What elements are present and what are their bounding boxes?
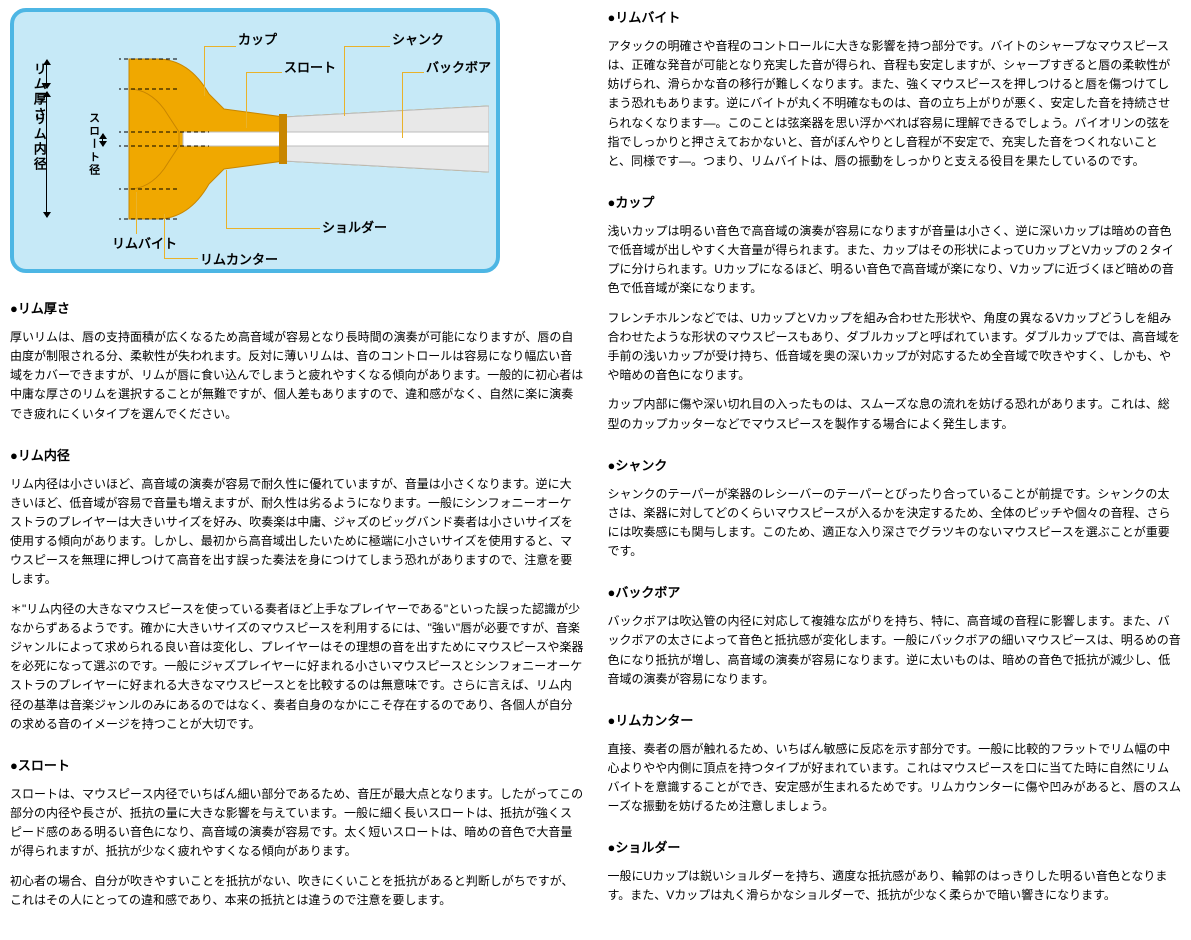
paragraph: ＊"リム内径の大きなマウスピースを使っている奏者ほど上手なプレイヤーである"とい… — [10, 600, 584, 734]
label-rim-bite: リムバイト — [112, 234, 177, 255]
paragraph: リム内径は小さいほど、高音域の演奏が容易で耐久性に優れていますが、音量は小さくな… — [10, 475, 584, 590]
paragraph: カップ内部に傷や深い切れ目の入ったものは、スムーズな息の流れを妨げる恐れがありま… — [608, 395, 1182, 433]
label-rim-counter: リムカンター — [200, 250, 278, 271]
heading: ●シャンク — [608, 456, 1182, 477]
label-shank: シャンク — [392, 30, 444, 51]
heading: ●バックボア — [608, 583, 1182, 604]
paragraph: バックボアは吹込管の内径に対応して複雑な広がりを持ち、特に、高音域の音程に影響し… — [608, 612, 1182, 689]
section-throat: ●スロート スロートは、マウスピース内径でいちばん細い部分であるため、音圧が最大… — [10, 756, 584, 910]
label-cup: カップ — [238, 30, 277, 51]
paragraph: シャンクのテーパーが楽器のレシーバーのテーパーとぴったり合っていることが前提です… — [608, 485, 1182, 562]
paragraph: フレンチホルンなどでは、UカップとVカップを組み合わせた形状や、角度の異なるVカ… — [608, 309, 1182, 386]
section-shank: ●シャンク シャンクのテーパーが楽器のレシーバーのテーパーとぴったり合っているこ… — [608, 456, 1182, 562]
section-rim-thickness: ●リム厚さ 厚いリムは、唇の支持面積が広くなるため高音域が容易となり長時間の演奏… — [10, 299, 584, 424]
section-shoulder: ●ショルダー 一般にUカップは鋭いショルダーを持ち、適度な抵抗感があり、輪郭のは… — [608, 838, 1182, 905]
paragraph: アタックの明確さや音程のコントロールに大きな影響を持つ部分です。バイトのシャープ… — [608, 37, 1182, 171]
paragraph: 浅いカップは明るい音色で高音域の演奏が容易になりますが音量は小さく、逆に深いカッ… — [608, 222, 1182, 299]
paragraph: 厚いリムは、唇の支持面積が広くなるため高音域が容易となり長時間の演奏が可能になり… — [10, 328, 584, 424]
section-cup: ●カップ 浅いカップは明るい音色で高音域の演奏が容易になりますが音量は小さく、逆… — [608, 193, 1182, 434]
heading: ●スロート — [10, 756, 584, 777]
section-rim-bite: ●リムバイト アタックの明確さや音程のコントロールに大きな影響を持つ部分です。バ… — [608, 8, 1182, 171]
label-backbore: バックボア — [426, 58, 491, 79]
heading: ●リムカンター — [608, 711, 1182, 732]
label-shoulder: ショルダー — [322, 218, 387, 239]
paragraph: スロートは、マウスピース内径でいちばん細い部分であるため、音圧が最大点となります… — [10, 785, 584, 862]
right-column: ●リムバイト アタックの明確さや音程のコントロールに大きな影響を持つ部分です。バ… — [608, 8, 1182, 932]
paragraph: 一般にUカップは鋭いショルダーを持ち、適度な抵抗感があり、輪郭のはっきりした明る… — [608, 867, 1182, 905]
heading: ●ショルダー — [608, 838, 1182, 859]
paragraph: 直接、奏者の唇が触れるため、いちばん敏感に反応を示す部分です。一般に比較的フラッ… — [608, 740, 1182, 817]
heading: ●リム内径 — [10, 446, 584, 467]
mouthpiece-diagram: リム厚さ リム内径 スロート径 カップ スロート シャンク バックボア リムバイ… — [10, 8, 500, 273]
section-rim-inner: ●リム内径 リム内径は小さいほど、高音域の演奏が容易で耐久性に優れていますが、音… — [10, 446, 584, 734]
label-throat: スロート — [284, 58, 336, 79]
mouthpiece-outline-svg — [119, 54, 489, 224]
heading: ●リム厚さ — [10, 299, 584, 320]
heading: ●カップ — [608, 193, 1182, 214]
heading: ●リムバイト — [608, 8, 1182, 29]
paragraph: 初心者の場合、自分が吹きやすいことを抵抗がない、吹きにくいことを抵抗があると判断… — [10, 872, 584, 910]
section-backbore: ●バックボア バックボアは吹込管の内径に対応して複雑な広がりを持ち、特に、高音域… — [608, 583, 1182, 689]
section-rim-counter: ●リムカンター 直接、奏者の唇が触れるため、いちばん敏感に反応を示す部分です。一… — [608, 711, 1182, 817]
left-column: リム厚さ リム内径 スロート径 カップ スロート シャンク バックボア リムバイ… — [10, 8, 584, 932]
